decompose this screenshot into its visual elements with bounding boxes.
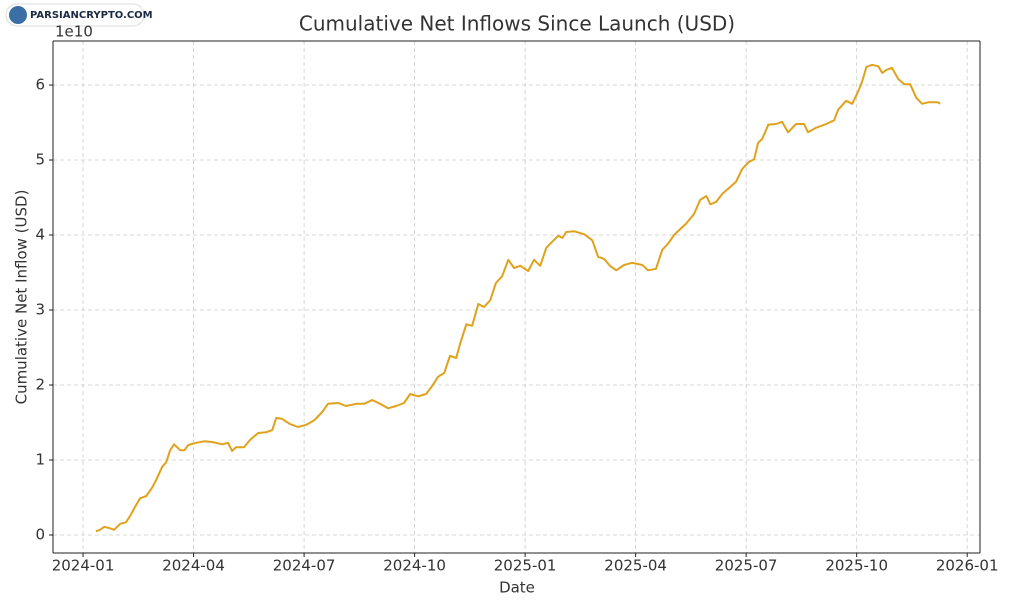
x-tick-label: 2024-01 [52,557,115,575]
watermark-badge [5,3,145,27]
y-tick-label: 2 [35,376,45,394]
x-tick-label: 2025-04 [604,557,667,575]
y-tick-label: 0 [35,526,45,544]
watermark-icon [9,6,27,24]
y-offset-label: 1e10 [55,23,93,41]
y-tick-label: 1 [35,451,45,469]
data-line [95,63,941,533]
watermark: PARSIANCRYPTO.COM [5,3,153,27]
y-tick-label: 3 [35,301,45,319]
y-tick-label: 6 [35,76,45,94]
x-tick-label: 2024-07 [273,557,336,575]
x-tick-label: 2026-01 [936,557,999,575]
y-tick-label: 4 [35,226,45,244]
x-tick-label: 2025-07 [715,557,778,575]
y-axis-label: Cumulative Net Inflow (USD) [13,190,31,405]
x-tick-label: 2025-10 [825,557,888,575]
x-tick-label: 2025-01 [494,557,557,575]
watermark-text: PARSIANCRYPTO.COM [30,10,153,21]
x-axis-label: Date [499,579,535,597]
x-tick-label: 2024-04 [162,557,225,575]
chart-title: Cumulative Net Inflows Since Launch (USD… [299,12,735,36]
y-tick-label: 5 [35,151,45,169]
x-tick-label: 2024-10 [383,557,446,575]
